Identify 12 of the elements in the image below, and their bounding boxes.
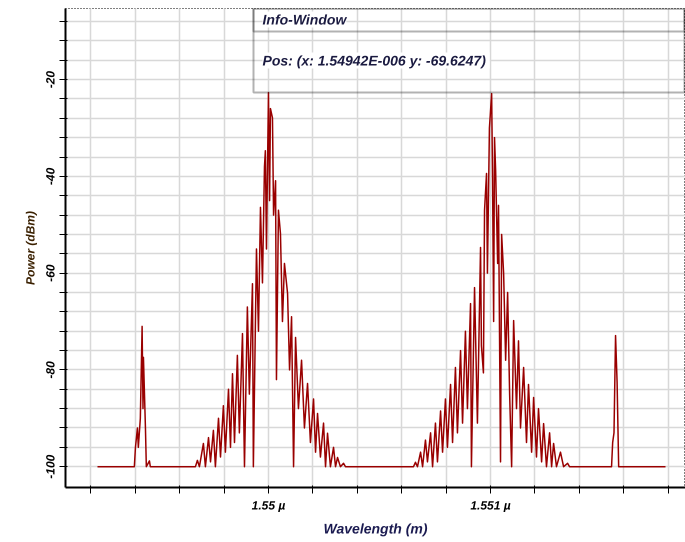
x-axis-title: Wavelength (m) [324,520,428,536]
y-axis-title: Power (dBm) [24,210,38,285]
y-tick-label: -60 [44,264,58,282]
y-tick-label: -80 [44,360,58,379]
x-tick-label: 1.551 µ [470,498,511,512]
y-tick-label: -100 [44,454,58,479]
line-series [96,92,666,468]
annotation: Info-Window [262,12,348,28]
annotation: Pos: (x: 1.54942E-006 y: -69.6247) [262,52,486,68]
y-tick-label: -40 [44,167,58,186]
y-tick-label: -20 [44,70,58,88]
x-tick-label: 1.55 µ [252,498,286,512]
